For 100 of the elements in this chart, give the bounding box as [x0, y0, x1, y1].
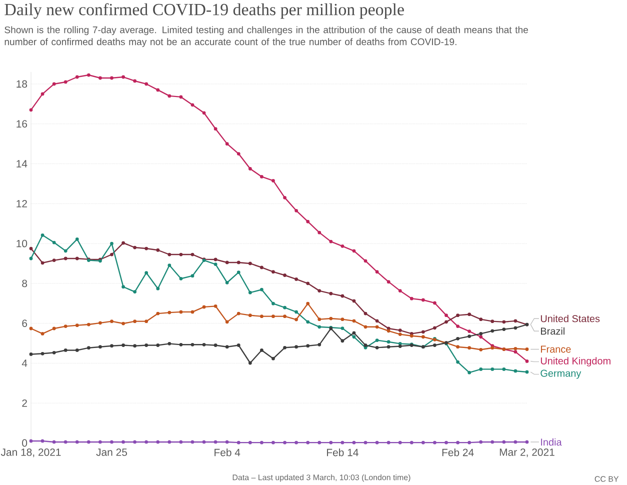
point	[479, 335, 483, 339]
point	[329, 440, 333, 444]
point	[168, 342, 172, 346]
point	[29, 256, 33, 260]
point	[190, 310, 194, 314]
point	[225, 345, 229, 349]
point	[75, 256, 79, 260]
point	[398, 289, 402, 293]
point	[398, 328, 402, 332]
point	[479, 332, 483, 336]
point	[318, 440, 322, 444]
point	[29, 352, 33, 356]
point	[52, 240, 56, 244]
point	[283, 196, 286, 200]
point	[421, 298, 425, 302]
point	[64, 80, 68, 84]
y-tick-label: 10	[16, 240, 28, 248]
point	[456, 336, 460, 340]
point	[122, 75, 125, 79]
point	[122, 241, 125, 245]
point	[225, 280, 229, 284]
series-label: United States	[540, 314, 600, 322]
point	[386, 440, 390, 444]
point	[29, 326, 33, 330]
point	[514, 369, 518, 373]
point	[456, 314, 460, 318]
point	[352, 249, 356, 253]
y-tick-label: 18	[16, 80, 28, 88]
point	[398, 332, 402, 336]
point	[525, 348, 529, 351]
point	[179, 252, 183, 256]
point	[168, 252, 172, 256]
point	[110, 76, 114, 80]
point	[306, 440, 310, 444]
y-tick-label: 4	[22, 360, 28, 367]
x-tick-label: Mar 2, 2021	[500, 448, 554, 458]
point	[340, 294, 344, 298]
point	[260, 440, 264, 444]
point	[75, 237, 79, 241]
point	[168, 94, 172, 98]
point	[40, 92, 44, 96]
point	[410, 296, 414, 300]
point	[468, 370, 472, 374]
point	[340, 244, 344, 248]
point	[144, 344, 148, 347]
point	[156, 344, 160, 347]
point	[75, 75, 79, 79]
point	[421, 335, 425, 339]
point	[260, 175, 264, 178]
point	[86, 440, 90, 444]
chart-subtitle: Shown is the rolling 7-day average. Limited testing and challenges in the attribution of the cause of death means that the number of confirmed deaths may not be an accurate count of the true number of deaths from COVID-19.	[4, 26, 528, 48]
point	[340, 440, 344, 444]
point	[29, 246, 33, 250]
point	[179, 95, 183, 99]
point	[156, 248, 160, 252]
point	[318, 342, 322, 346]
series-label: Germany	[540, 370, 582, 379]
point	[433, 326, 436, 330]
point	[190, 103, 194, 107]
point	[29, 439, 33, 443]
point	[64, 348, 68, 352]
point	[318, 318, 322, 322]
x-tick-label: Jan 25	[96, 448, 127, 456]
point	[352, 299, 356, 303]
point	[260, 288, 264, 292]
point	[214, 127, 218, 131]
point	[433, 344, 436, 347]
point	[202, 111, 206, 115]
point	[502, 367, 506, 371]
point	[433, 440, 436, 444]
point	[179, 310, 183, 314]
point	[40, 352, 44, 356]
point	[329, 316, 333, 320]
point	[294, 440, 298, 444]
point	[490, 320, 494, 324]
point	[248, 440, 252, 444]
point	[514, 346, 518, 350]
point	[133, 344, 137, 348]
point	[29, 108, 33, 112]
point	[202, 342, 206, 346]
point	[272, 440, 275, 444]
point	[225, 142, 229, 146]
point	[110, 440, 114, 444]
point	[294, 345, 298, 349]
point	[294, 318, 298, 322]
point	[190, 342, 194, 346]
point	[364, 312, 368, 316]
point	[214, 440, 218, 444]
point	[52, 82, 56, 86]
point	[202, 305, 206, 309]
point	[398, 342, 402, 346]
point	[272, 270, 275, 274]
point	[318, 325, 322, 329]
point	[294, 310, 298, 314]
point	[98, 345, 102, 349]
point	[168, 440, 172, 444]
point	[272, 314, 275, 318]
point	[214, 344, 218, 347]
point	[294, 208, 298, 212]
point	[444, 440, 448, 444]
